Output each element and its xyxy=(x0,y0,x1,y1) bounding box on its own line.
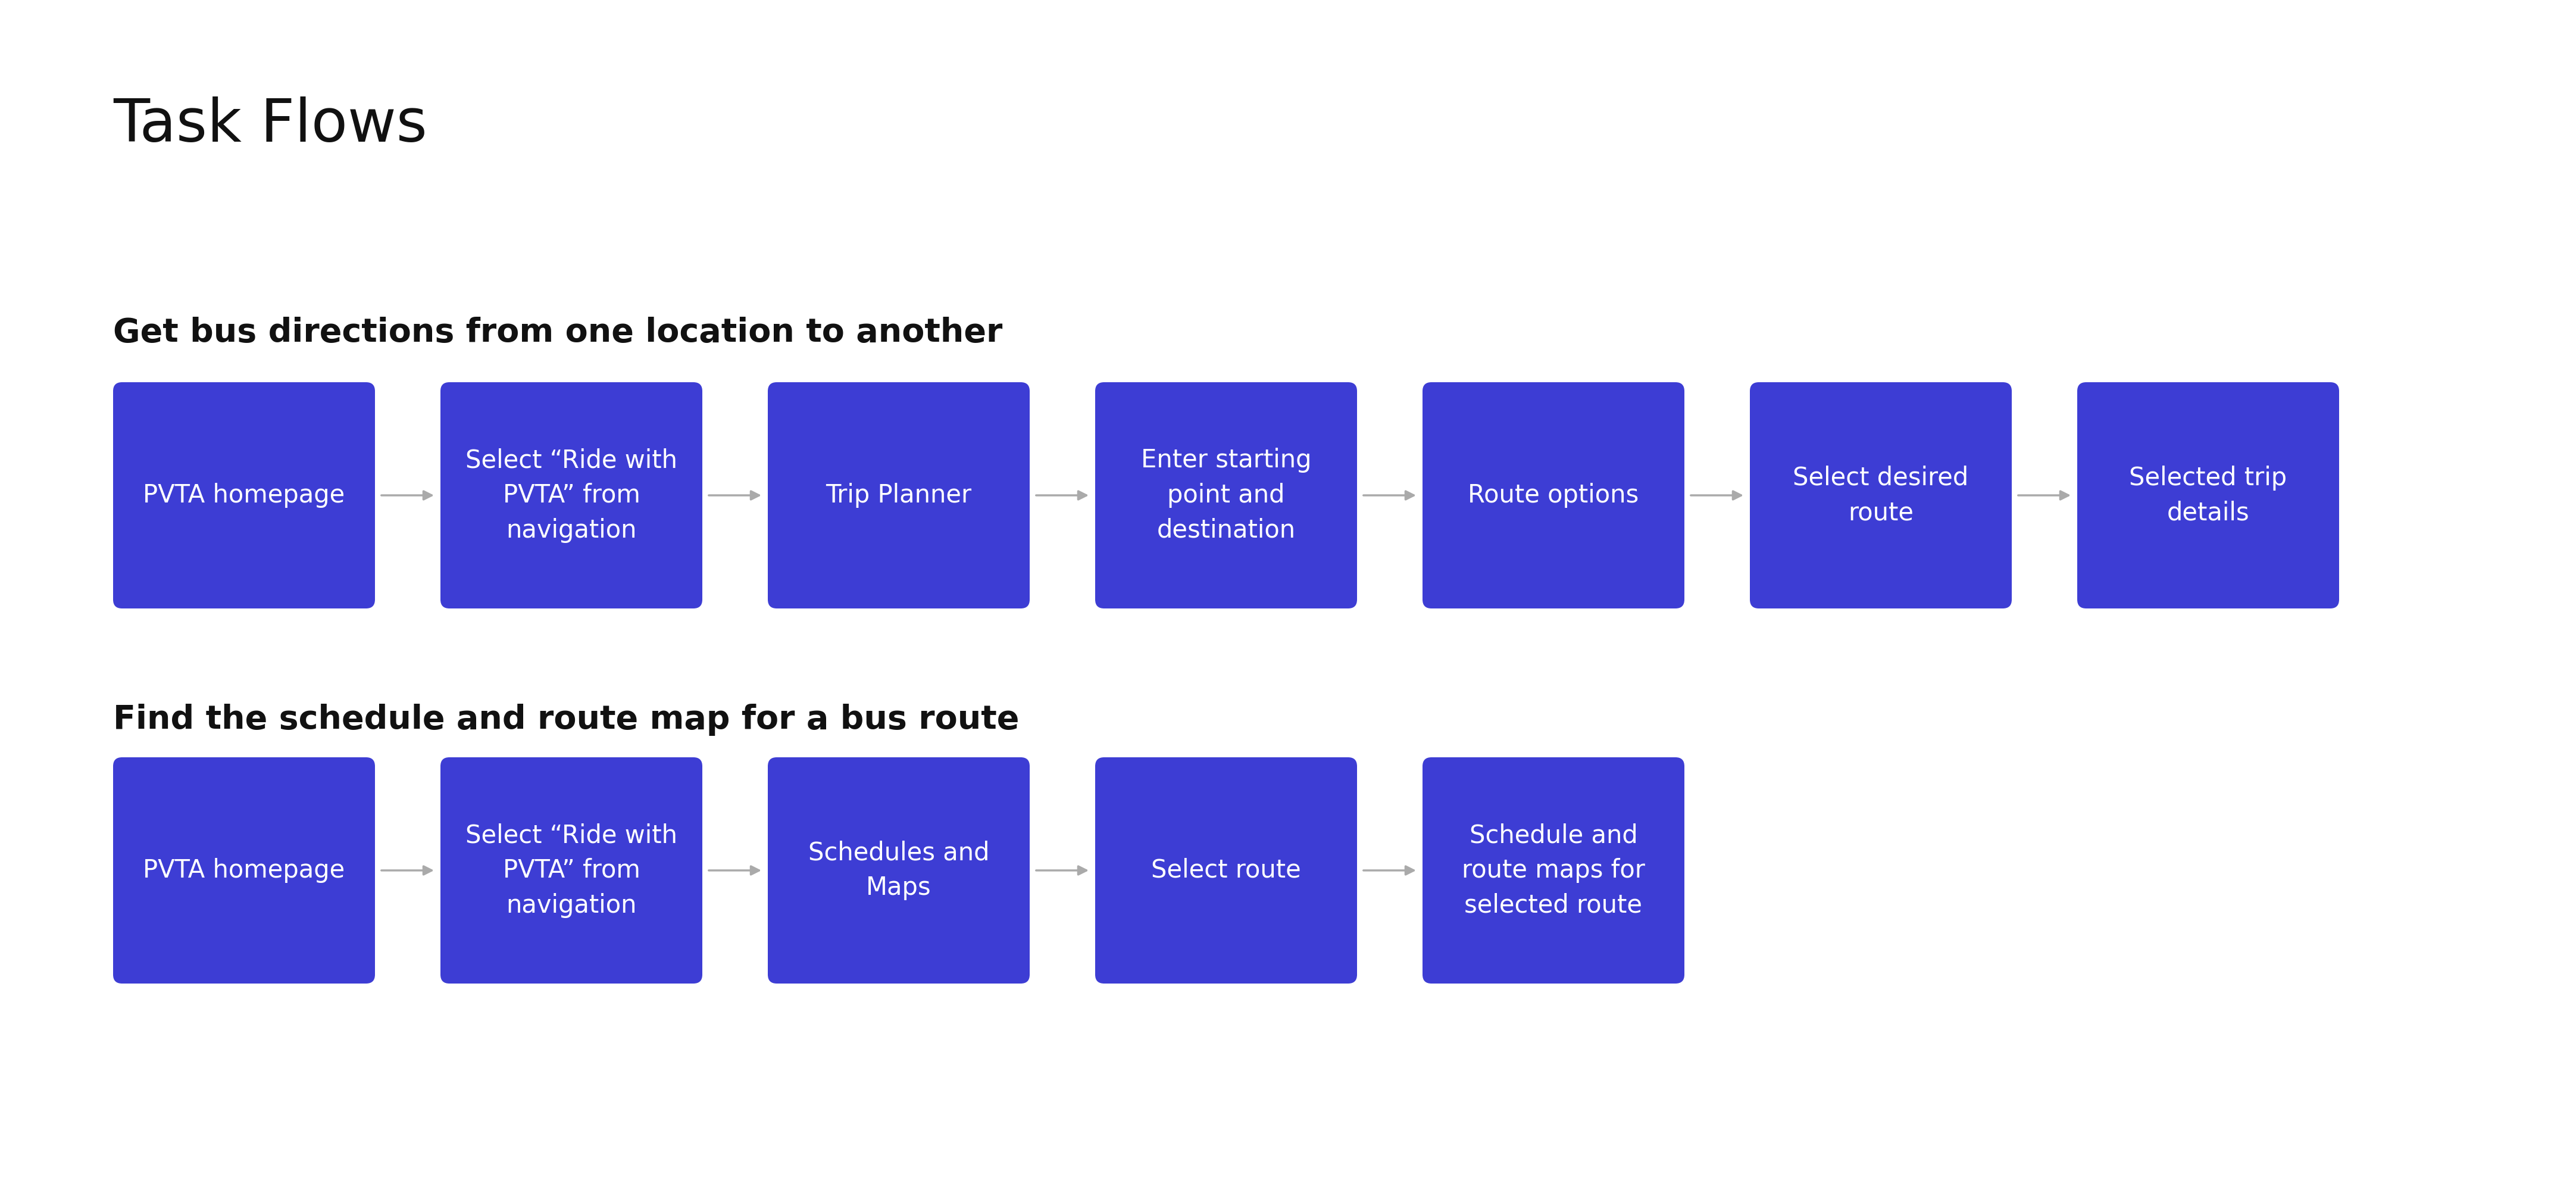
Text: Schedules and
Maps: Schedules and Maps xyxy=(809,840,989,900)
FancyBboxPatch shape xyxy=(1422,382,1685,609)
FancyBboxPatch shape xyxy=(1422,758,1685,984)
FancyBboxPatch shape xyxy=(1095,758,1358,984)
FancyBboxPatch shape xyxy=(1095,382,1358,609)
FancyBboxPatch shape xyxy=(440,382,703,609)
Text: Get bus directions from one location to another: Get bus directions from one location to … xyxy=(113,316,1002,349)
Text: Route options: Route options xyxy=(1468,483,1638,507)
Text: Enter starting
point and
destination: Enter starting point and destination xyxy=(1141,448,1311,543)
FancyBboxPatch shape xyxy=(2076,382,2339,609)
Text: Select “Ride with
PVTA” from
navigation: Select “Ride with PVTA” from navigation xyxy=(466,448,677,543)
FancyBboxPatch shape xyxy=(440,758,703,984)
Text: Task Flows: Task Flows xyxy=(113,97,428,155)
FancyBboxPatch shape xyxy=(768,382,1030,609)
Text: Trip Planner: Trip Planner xyxy=(827,483,971,507)
Text: PVTA homepage: PVTA homepage xyxy=(144,858,345,883)
FancyBboxPatch shape xyxy=(768,758,1030,984)
Text: Find the schedule and route map for a bus route: Find the schedule and route map for a bu… xyxy=(113,703,1020,736)
FancyBboxPatch shape xyxy=(113,758,376,984)
Text: Select desired
route: Select desired route xyxy=(1793,465,1968,525)
FancyBboxPatch shape xyxy=(113,382,376,609)
Text: Select route: Select route xyxy=(1151,858,1301,883)
Text: Selected trip
details: Selected trip details xyxy=(2130,465,2287,525)
Text: PVTA homepage: PVTA homepage xyxy=(144,483,345,507)
Text: Schedule and
route maps for
selected route: Schedule and route maps for selected rou… xyxy=(1461,824,1646,918)
Text: Select “Ride with
PVTA” from
navigation: Select “Ride with PVTA” from navigation xyxy=(466,824,677,918)
FancyBboxPatch shape xyxy=(1749,382,2012,609)
